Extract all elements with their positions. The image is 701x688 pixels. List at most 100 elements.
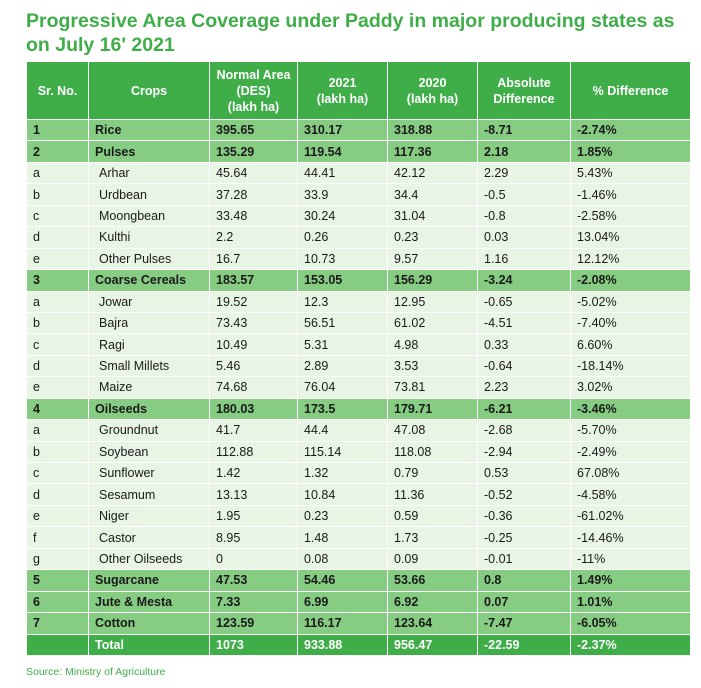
normal-area-cell: 16.7 (209, 247, 298, 271)
percent-difference-cell: 1.49% (570, 569, 691, 592)
sr-no-cell: e (26, 247, 89, 271)
sr-no-cell: d (26, 483, 89, 506)
table-row: e Niger 1.95 0.23 0.59 -0.36 -61.02% (26, 504, 691, 528)
crop-cell: Ragi (88, 333, 210, 356)
crop-cell: Sunflower (88, 461, 210, 485)
area-2021-cell: 310.17 (297, 118, 388, 142)
header-2021-line1: 2021 (328, 75, 357, 90)
area-2021-cell: 12.3 (297, 290, 388, 313)
area-2021-cell: 10.73 (297, 247, 388, 271)
table-row: c Ragi 10.49 5.31 4.98 0.33 6.60% (26, 333, 691, 356)
header-normal-area: Normal Area (DES) (lakh ha) (209, 61, 298, 120)
table-row: d Small Millets 5.46 2.89 3.53 -0.64 -18.14% (26, 354, 691, 378)
sr-no-cell: 3 (26, 269, 89, 292)
percent-difference-cell: 1.85% (570, 140, 691, 163)
area-2020-cell: 156.29 (387, 269, 478, 292)
percent-difference-cell: -5.02% (570, 290, 691, 313)
crop-cell: Small Millets (88, 354, 210, 378)
sr-no-cell: a (26, 290, 89, 313)
table-row: g Other Oilseeds 0 0.08 0.09 -0.01 -11% (26, 547, 691, 571)
area-2020-cell: 11.36 (387, 483, 478, 506)
absolute-difference-cell: -6.21 (477, 397, 571, 421)
percent-difference-cell: -2.08% (570, 269, 691, 292)
percent-difference-cell: 13.04% (570, 226, 691, 249)
area-2021-cell: 0.23 (297, 504, 388, 528)
normal-area-cell: 1.42 (209, 461, 298, 485)
normal-area-cell: 74.68 (209, 376, 298, 399)
table-row: 6 Jute & Mesta 7.33 6.99 6.92 0.07 1.01% (26, 590, 691, 614)
absolute-difference-cell: 0.07 (477, 590, 571, 614)
area-2021-cell: 5.31 (297, 333, 388, 356)
area-2020-cell: 117.36 (387, 140, 478, 163)
percent-difference-cell: -11% (570, 547, 691, 571)
percent-difference-cell: 6.60% (570, 333, 691, 356)
sr-no-cell: 4 (26, 397, 89, 421)
sr-no-cell: 1 (26, 118, 89, 142)
area-2021-cell: 116.17 (297, 612, 388, 635)
crop-cell: Kulthi (88, 226, 210, 249)
sr-no-cell (26, 633, 89, 656)
absolute-difference-cell: 2.18 (477, 140, 571, 163)
percent-difference-cell: -4.58% (570, 483, 691, 506)
area-2021-cell: 44.4 (297, 419, 388, 442)
table-row: d Sesamum 13.13 10.84 11.36 -0.52 -4.58% (26, 483, 691, 506)
absolute-difference-cell: -0.64 (477, 354, 571, 378)
header-2021-line2: (lakh ha) (316, 91, 369, 106)
area-2020-cell: 73.81 (387, 376, 478, 399)
area-2020-cell: 9.57 (387, 247, 478, 271)
normal-area-cell: 73.43 (209, 311, 298, 335)
total-row: Total 1073 933.88 956.47 -22.59 -2.37% (26, 633, 691, 656)
sr-no-cell: 7 (26, 612, 89, 635)
normal-area-cell: 180.03 (209, 397, 298, 421)
header-abs-line1: Absolute (497, 75, 551, 90)
absolute-difference-cell: -0.36 (477, 504, 571, 528)
sr-no-cell: d (26, 226, 89, 249)
area-2020-cell: 61.02 (387, 311, 478, 335)
table-row: 5 Sugarcane 47.53 54.46 53.66 0.8 1.49% (26, 569, 691, 592)
area-2020-cell: 12.95 (387, 290, 478, 313)
area-2020-cell: 123.64 (387, 612, 478, 635)
crop-cell: Pulses (88, 140, 210, 163)
percent-difference-cell: 1.01% (570, 590, 691, 614)
sr-no-cell: b (26, 183, 89, 206)
absolute-difference-cell: 0.33 (477, 333, 571, 356)
table-row: 1 Rice 395.65 310.17 318.88 -8.71 -2.74% (26, 118, 691, 142)
header-percent-difference: % Difference (570, 61, 691, 120)
normal-area-cell: 45.64 (209, 161, 298, 185)
crop-cell: Jute & Mesta (88, 590, 210, 614)
header-crops: Crops (88, 61, 210, 120)
table-row: c Moongbean 33.48 30.24 31.04 -0.8 -2.58% (26, 204, 691, 228)
absolute-difference-cell: -2.68 (477, 419, 571, 442)
area-2020-cell: 0.23 (387, 226, 478, 249)
crop-cell: Rice (88, 118, 210, 142)
sr-no-cell: c (26, 461, 89, 485)
absolute-difference-cell: -3.24 (477, 269, 571, 292)
source-note: Source: Ministry of Agriculture (26, 666, 166, 678)
sr-no-cell: f (26, 526, 89, 549)
absolute-difference-cell: -0.8 (477, 204, 571, 228)
area-2021-cell: 76.04 (297, 376, 388, 399)
table-header-row: Sr. No. Crops Normal Area (DES) (lakh ha… (26, 61, 691, 120)
crop-cell: Other Pulses (88, 247, 210, 271)
absolute-difference-cell: -7.47 (477, 612, 571, 635)
area-2020-cell: 4.98 (387, 333, 478, 356)
area-2020-cell: 3.53 (387, 354, 478, 378)
absolute-difference-cell: -22.59 (477, 633, 571, 656)
table-row: b Soybean 112.88 115.14 118.08 -2.94 -2.49% (26, 440, 691, 464)
table-body: 1 Rice 395.65 310.17 318.88 -8.71 -2.74% 2 Pulse… (26, 118, 691, 656)
absolute-difference-cell: 1.16 (477, 247, 571, 271)
absolute-difference-cell: -0.5 (477, 183, 571, 206)
table-row: d Kulthi 2.2 0.26 0.23 0.03 13.04% (26, 226, 691, 249)
area-2020-cell: 0.09 (387, 547, 478, 571)
normal-area-cell: 2.2 (209, 226, 298, 249)
crop-cell: Sugarcane (88, 569, 210, 592)
crop-cell: Total (88, 633, 210, 656)
area-2020-cell: 318.88 (387, 118, 478, 142)
absolute-difference-cell: 2.29 (477, 161, 571, 185)
percent-difference-cell: -6.05% (570, 612, 691, 635)
percent-difference-cell: -61.02% (570, 504, 691, 528)
percent-difference-cell: -5.70% (570, 419, 691, 442)
area-2020-cell: 6.92 (387, 590, 478, 614)
crop-cell: Cotton (88, 612, 210, 635)
table-row: 2 Pulses 135.29 119.54 117.36 2.18 1.85% (26, 140, 691, 163)
